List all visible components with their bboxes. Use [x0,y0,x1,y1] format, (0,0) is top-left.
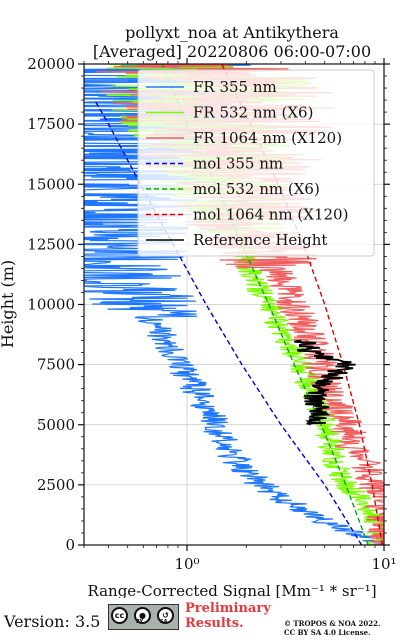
y-tick-label: 17500 [27,115,75,133]
axes: 0 2500 5000 7500 10000 12500 15000 17500 20000 10… [27,55,396,573]
y-tick-label: 0 [65,536,75,554]
copyright-line1: © TROPOS & NOA 2022. [284,619,381,628]
cc-by-text: BY [136,619,144,625]
legend-label-0: FR 355 nm [193,78,277,96]
legend: FR 355 nm FR 532 nm (X6) FR 1064 nm (X120)… [137,69,375,257]
copyright-note: © TROPOS & NOA 2022. CC BY SA 4.0 Licens… [284,619,380,637]
preliminary-note: Preliminary Results. [185,601,271,631]
chart-title: pollyxt_noa at Antikythera [125,23,339,42]
preliminary-line1: Preliminary [185,601,271,616]
legend-label-2: FR 1064 nm (X120) [193,129,342,147]
legend-label-1: FR 532 nm (X6) [193,104,313,122]
series-line-3 [94,99,363,545]
legend-label-5: mol 1064 nm (X120) [193,206,348,224]
series-line-6 [294,339,356,426]
footer: Version: 3.5 cc ● ↺ BY SA Preliminary Re… [0,598,400,640]
legend-box [137,69,375,257]
cc-license-badge[interactable]: cc ● ↺ BY SA [108,604,179,630]
y-tick-label: 15000 [27,175,75,193]
y-tick-label: 20000 [27,55,75,73]
y-tick-label: 10000 [27,296,75,314]
y-axis-label: Height (m) [0,260,17,348]
y-tick-label: 7500 [37,356,75,374]
sa-icon: ↺ [157,607,174,624]
cc-icon: cc [111,607,128,624]
y-tick-label: 5000 [37,416,75,434]
chart-subtitle: [Averaged] 20220806 06:00-07:00 [93,42,371,61]
version-label: Version: 3.5 [4,612,101,631]
by-icon: ● [134,607,151,624]
preliminary-line2: Results. [185,616,244,631]
legend-label-6: Reference Height [193,231,327,249]
x-tick-label: 10¹ [371,555,396,573]
legend-label-3: mol 355 nm [193,155,283,173]
x-axis-label: Range-Corrected Signal [Mm⁻¹ * sr⁻¹] [87,582,376,598]
copyright-line2: CC BY SA 4.0 License. [284,628,371,637]
y-tick-label: 12500 [27,235,75,253]
lidar-profile-chart: pollyxt_noa at Antikythera [Averaged] 20… [0,23,397,598]
y-tick-label: 2500 [37,476,75,494]
legend-label-4: mol 532 nm (X6) [193,180,320,198]
cc-sa-text: SA [160,619,168,625]
x-tick-label: 10⁰ [174,555,199,573]
